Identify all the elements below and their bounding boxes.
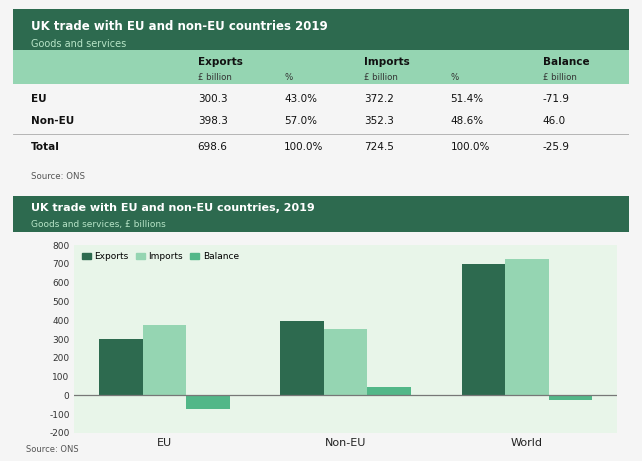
Text: 100.0%: 100.0% <box>284 142 324 152</box>
Text: Total: Total <box>31 142 60 152</box>
Text: -71.9: -71.9 <box>543 94 570 104</box>
Text: Balance: Balance <box>543 57 589 67</box>
Text: 300.3: 300.3 <box>198 94 227 104</box>
Bar <box>186 396 230 409</box>
Bar <box>13 50 629 84</box>
Text: 352.3: 352.3 <box>364 116 394 126</box>
Bar <box>99 339 143 396</box>
Text: £ billion: £ billion <box>364 73 398 82</box>
Text: Source: ONS: Source: ONS <box>31 172 85 182</box>
Bar <box>505 259 549 396</box>
Text: %: % <box>284 73 292 82</box>
Text: Goods and services, £ billions: Goods and services, £ billions <box>31 219 166 229</box>
Text: 100.0%: 100.0% <box>451 142 490 152</box>
Text: £ billion: £ billion <box>198 73 232 82</box>
Text: Exports: Exports <box>198 57 243 67</box>
Bar <box>367 387 411 396</box>
Text: EU: EU <box>31 94 47 104</box>
Legend: Exports, Imports, Balance: Exports, Imports, Balance <box>79 249 242 264</box>
Text: 43.0%: 43.0% <box>284 94 317 104</box>
Text: Non-EU: Non-EU <box>31 116 74 126</box>
Bar <box>549 396 592 400</box>
Text: 48.6%: 48.6% <box>451 116 483 126</box>
Text: £ billion: £ billion <box>543 73 577 82</box>
Text: UK trade with EU and non-EU countries 2019: UK trade with EU and non-EU countries 20… <box>31 20 328 33</box>
Text: 398.3: 398.3 <box>198 116 228 126</box>
Text: UK trade with EU and non-EU countries, 2019: UK trade with EU and non-EU countries, 2… <box>31 203 315 213</box>
Bar <box>462 264 505 396</box>
Text: %: % <box>451 73 458 82</box>
Bar <box>281 320 324 396</box>
Text: Goods and services: Goods and services <box>31 39 126 49</box>
Text: 372.2: 372.2 <box>364 94 394 104</box>
Text: 57.0%: 57.0% <box>284 116 317 126</box>
Text: Imports: Imports <box>364 57 410 67</box>
Bar <box>143 325 186 396</box>
Bar <box>13 9 629 50</box>
Text: -25.9: -25.9 <box>543 142 570 152</box>
Text: 51.4%: 51.4% <box>451 94 483 104</box>
Bar <box>324 329 367 396</box>
Text: 724.5: 724.5 <box>364 142 394 152</box>
Text: 46.0: 46.0 <box>543 116 566 126</box>
Text: Source: ONS: Source: ONS <box>26 445 78 454</box>
Bar <box>13 195 629 232</box>
Text: 698.6: 698.6 <box>198 142 228 152</box>
